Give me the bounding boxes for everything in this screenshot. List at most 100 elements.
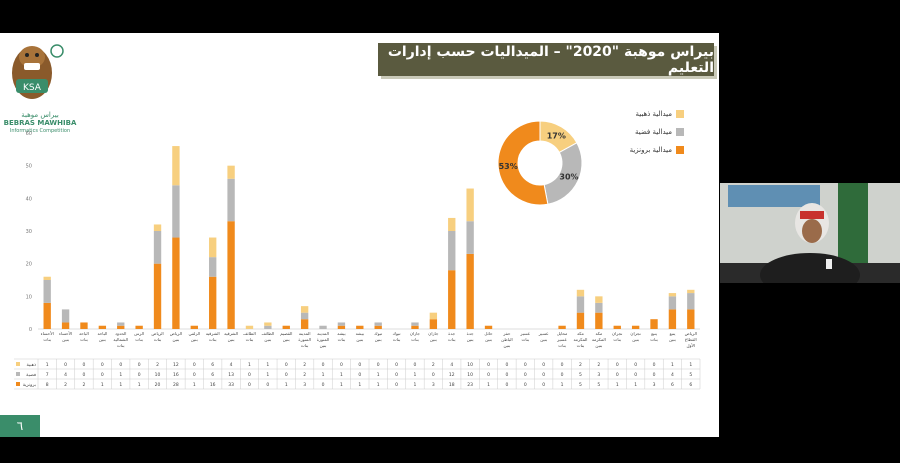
table-cell: 0 xyxy=(542,382,545,388)
table-cell: 0 xyxy=(138,372,141,378)
category-label: الباحة بنات xyxy=(79,331,89,342)
bar xyxy=(429,319,438,329)
category-label: الطائف بنات xyxy=(243,331,256,342)
table-cell: 0 xyxy=(487,362,490,368)
table-cell: 5 xyxy=(597,382,600,388)
bar xyxy=(209,276,217,329)
bar xyxy=(687,289,695,294)
category-label: ينبع بنين xyxy=(669,331,676,342)
y-tick-label: 40 xyxy=(26,196,32,202)
category-label: الشرقية بنات xyxy=(206,331,220,342)
table-cell: 8 xyxy=(46,382,49,388)
table-cell: 1 xyxy=(487,382,490,388)
bebras-logo: KSA بيراس موهبة BEBRAS MAWHIBA Informati… xyxy=(2,37,76,134)
table-cell: 4 xyxy=(64,372,67,378)
bar xyxy=(43,276,51,280)
legend-item-gold: ميدالية ذهبية xyxy=(604,105,684,123)
bar xyxy=(576,312,585,329)
table-cell: 4 xyxy=(671,372,674,378)
bar xyxy=(687,293,695,310)
bar xyxy=(356,325,364,329)
table-cell: 0 xyxy=(414,362,417,368)
table-cell: 10 xyxy=(155,372,161,378)
table-cell: 1 xyxy=(322,372,325,378)
table-cell: 0 xyxy=(505,362,508,368)
bar xyxy=(668,309,677,329)
bar xyxy=(61,322,70,329)
table-cell: 0 xyxy=(505,382,508,388)
category-label: حائل بنين xyxy=(484,331,493,342)
table-cell: 0 xyxy=(101,372,104,378)
table-cell: 0 xyxy=(524,382,527,388)
category-label: مكة المكرمة بنين xyxy=(592,331,606,348)
table-cell: 2 xyxy=(303,362,306,368)
bar xyxy=(466,188,474,222)
category-label: جدة بنين xyxy=(467,331,474,342)
table-cell: 0 xyxy=(340,362,343,368)
table-cell: 0 xyxy=(524,372,527,378)
bar xyxy=(576,296,585,313)
table-cell: 0 xyxy=(285,372,288,378)
table-cell: 0 xyxy=(616,372,619,378)
bar xyxy=(209,257,217,277)
table-cell: 0 xyxy=(358,362,361,368)
logo-sub: Informatics Competition xyxy=(9,128,71,134)
pie-label: 53% xyxy=(499,162,518,171)
table-cell: 0 xyxy=(505,372,508,378)
table-cell: 0 xyxy=(285,362,288,368)
category-label: ينبع بنات xyxy=(650,331,658,342)
category-label: الزلفي بنين xyxy=(188,331,200,342)
table-cell: 5 xyxy=(579,382,582,388)
table-cell: 4 xyxy=(230,362,233,368)
table-cell: 10 xyxy=(467,362,473,368)
category-label: الأحساء بنات xyxy=(41,331,54,342)
bar xyxy=(484,325,493,329)
category-label: المدينة المنورة بنين xyxy=(317,331,330,348)
bar xyxy=(245,325,254,329)
table-cell: 13 xyxy=(228,372,234,378)
bar xyxy=(135,325,143,329)
bar xyxy=(595,312,603,329)
bar xyxy=(172,237,180,329)
table-cell: 0 xyxy=(634,372,637,378)
bar xyxy=(227,178,235,222)
bar xyxy=(117,325,125,329)
category-label: الأحساء بنين xyxy=(59,331,72,342)
table-cell: 1 xyxy=(671,362,674,368)
bar xyxy=(227,165,235,179)
category-label: الشرقية بنين xyxy=(224,331,238,342)
bar xyxy=(448,217,456,231)
bar xyxy=(650,319,658,329)
table-cell: 1 xyxy=(377,372,380,378)
table-row-label: برونزية xyxy=(23,383,36,388)
category-label: مكة المكرمة بنات xyxy=(573,331,587,348)
bar xyxy=(153,263,162,329)
table-cell: 1 xyxy=(138,382,141,388)
table-cell: 2 xyxy=(579,362,582,368)
table-cell: 4 xyxy=(450,362,453,368)
pie-legend: ميدالية ذهبية ميدالية فضية ميدالية برونز… xyxy=(604,105,684,159)
logo-text-ar: بيراس موهبة xyxy=(21,111,59,119)
slide: KSA بيراس موهبة BEBRAS MAWHIBA Informati… xyxy=(0,33,719,437)
table-cell: 0 xyxy=(83,372,86,378)
bar xyxy=(448,231,456,271)
category-label: الباحة بنين xyxy=(97,331,107,342)
bar xyxy=(172,185,180,238)
bar xyxy=(687,309,695,329)
table-cell: 2 xyxy=(303,372,306,378)
category-label: الحدود الشمالية بنات xyxy=(113,331,128,348)
table-cell: 5 xyxy=(689,372,692,378)
logo-badge: KSA xyxy=(23,83,42,93)
table-cell: 0 xyxy=(64,362,67,368)
bar xyxy=(153,224,162,231)
category-label: عسير بنين xyxy=(538,331,549,342)
bar xyxy=(172,146,180,186)
table-cell: 0 xyxy=(377,362,380,368)
table-cell: 6 xyxy=(211,372,214,378)
table-cell: 0 xyxy=(119,362,122,368)
category-label: بيشة بنين xyxy=(356,331,364,342)
bar xyxy=(43,302,51,329)
table-cell: 1 xyxy=(266,362,269,368)
category-label: عسير بنات xyxy=(519,331,530,342)
category-label: محايل عسير بنات xyxy=(556,331,567,348)
